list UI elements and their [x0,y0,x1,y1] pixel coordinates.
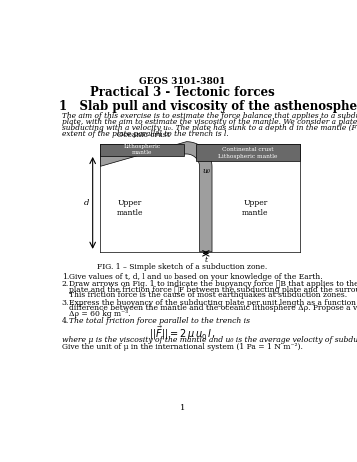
Text: Give values of t, d, l and u₀ based on your knowledge of the Earth.: Give values of t, d, l and u₀ based on y… [69,273,323,280]
Text: 1: 1 [180,404,185,412]
Polygon shape [100,142,212,252]
Text: 1   Slab pull and viscosity of the asthenosphere: 1 Slab pull and viscosity of the astheno… [59,100,357,113]
Text: Lithospheric
mantle: Lithospheric mantle [124,144,161,155]
Text: Δρ = 60 kg m⁻³.: Δρ = 60 kg m⁻³. [69,310,131,317]
Text: Continental crust: Continental crust [222,147,274,152]
Text: The aim of this exercise is to estimate the force balance that applies to a subd: The aim of this exercise is to estimate … [62,112,357,121]
Text: This friction force is the cause of most earthquakes at subduction zones.: This friction force is the cause of most… [69,291,348,299]
Text: Upper
mantle: Upper mantle [242,199,269,217]
Text: where μ is the viscosity of the mantle and u₀ is the average velocity of subduct: where μ is the viscosity of the mantle a… [62,336,357,344]
Text: Give the unit of μ in the international system (1 Pa = 1 N m⁻²).: Give the unit of μ in the international … [62,343,302,352]
Text: Draw arrows on Fig. 1 to indicate the buoyancy force ⃗B that applies to the subd: Draw arrows on Fig. 1 to indicate the bu… [69,280,357,288]
Text: The total friction force parallel to the trench is: The total friction force parallel to the… [69,317,250,325]
Text: extent of the plate parallel to the trench is l.: extent of the plate parallel to the tren… [62,130,228,138]
Text: u₀: u₀ [203,167,211,175]
Text: 1.: 1. [62,273,69,280]
Text: FIG. 1 – Simple sketch of a subduction zone.: FIG. 1 – Simple sketch of a subduction z… [97,263,268,271]
Text: 4.: 4. [62,317,69,325]
Bar [100,144,184,156]
Text: GEOS 3101-3801: GEOS 3101-3801 [139,77,226,86]
Text: plate, with the aim to estimate the viscosity of the mantle. We consider a plate: plate, with the aim to estimate the visc… [62,118,357,126]
Text: plate and the friction force ⃗F between the subducting plate and the surrounding: plate and the friction force ⃗F between … [69,286,357,294]
Text: difference between the mantle and the oceanic lithosphere Δρ. Propose a value of: difference between the mantle and the oc… [69,304,357,312]
Text: $||\vec{F}|| = 2\,\mu\,u_0\,l\,,$: $||\vec{F}|| = 2\,\mu\,u_0\,l\,,$ [149,325,216,342]
Text: Upper
mantle: Upper mantle [117,199,143,217]
Text: Lithospheric mantle: Lithospheric mantle [218,154,278,159]
Text: Practical 3 - Tectonic forces: Practical 3 - Tectonic forces [90,86,275,99]
Text: 2.: 2. [62,280,69,288]
Text: Express the buoyancy of the subducting plate per unit length as a function of th: Express the buoyancy of the subducting p… [69,299,357,307]
Text: 3.: 3. [62,299,69,307]
Text: subducting with a velocity u₀. The plate has sunk to a depth d in the mantle (Fi: subducting with a velocity u₀. The plate… [62,124,357,132]
Bar [196,144,300,161]
Text: Oceanic crust: Oceanic crust [117,131,170,140]
Text: t: t [204,255,207,264]
Text: d: d [84,199,89,207]
